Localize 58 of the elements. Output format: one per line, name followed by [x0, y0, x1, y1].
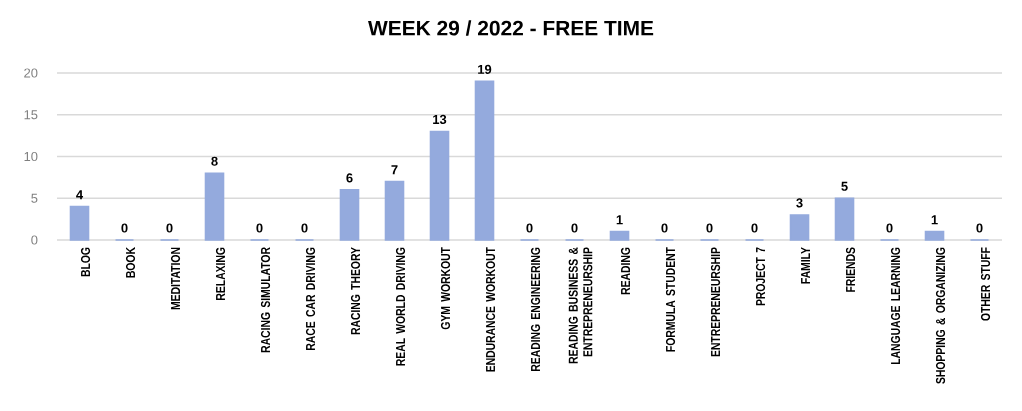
x-tick-label: FAMILY: [801, 247, 810, 284]
data-label: 0: [256, 223, 263, 233]
x-tick-label: READING ENGINEERING: [530, 247, 541, 371]
data-label: 0: [706, 223, 713, 233]
x-tick-label: FRIENDS: [845, 247, 856, 292]
data-label: 3: [796, 198, 803, 208]
data-label: 5: [841, 181, 848, 191]
data-label: 4: [76, 190, 84, 200]
x-tick-label: PROJECT 7: [755, 247, 766, 306]
bar: [609, 230, 630, 241]
data-label: 0: [121, 223, 128, 233]
x-tick-label: MEDITATION: [170, 247, 181, 310]
x-tick-label: READING BUSINESS & ENTREPRENEURSHIP: [568, 247, 593, 364]
x-tick-label: OTHER STUFF: [980, 247, 991, 321]
data-label: 0: [976, 223, 983, 233]
data-label: 1: [931, 215, 938, 225]
x-tick-label: RACING SIMULATOR: [260, 247, 271, 353]
x-tick-label: BOOK: [125, 247, 136, 278]
x-tick-label: RELAXING: [215, 247, 226, 300]
x-tick-label: GYM WORKOUT: [440, 247, 451, 330]
x-tick-label: LANGUAGE LEARNING: [890, 247, 901, 365]
data-label: 0: [301, 223, 308, 233]
bar: [789, 214, 810, 241]
bar: [69, 205, 90, 241]
x-tick-label: REAL WORLD DRIVING: [395, 247, 406, 366]
x-tick-label: ENDURANCE WORKOUT: [485, 247, 496, 372]
y-tick-label: 10: [24, 151, 38, 162]
data-label: 0: [571, 223, 578, 233]
y-tick-label: 5: [31, 193, 38, 203]
data-label: 0: [166, 223, 173, 233]
x-tick-label: BLOG: [80, 247, 91, 277]
bar: [204, 172, 225, 241]
bar: [339, 189, 360, 241]
chart-title: WEEK 29 / 2022 - FREE TIME: [368, 20, 654, 36]
x-tick-label: FORMULA STUDENT: [665, 247, 676, 352]
bar: [924, 230, 945, 241]
data-label: 8: [211, 156, 218, 166]
data-label: 0: [751, 223, 758, 233]
x-tick-label: RACING THEORY: [350, 247, 361, 335]
bar: [384, 180, 405, 241]
data-label: 0: [661, 223, 668, 233]
bar: [474, 80, 495, 241]
x-tick-label: READING: [620, 247, 631, 295]
data-label: 19: [478, 64, 492, 74]
x-tick-label: ENTREPRENEURSHIP: [710, 247, 721, 357]
data-label: 6: [346, 173, 353, 183]
y-tick-label: 20: [24, 68, 38, 78]
data-label: 0: [526, 223, 533, 233]
data-label: 0: [886, 223, 893, 233]
data-label: 13: [433, 114, 447, 125]
data-label: 7: [391, 165, 398, 175]
bar: [429, 130, 450, 241]
y-tick-label: 15: [24, 110, 38, 120]
bar: [834, 197, 855, 241]
x-tick-label: SHOPPING & ORGANIZING: [935, 247, 946, 384]
y-tick-label: 0: [31, 235, 38, 245]
data-label: 1: [616, 215, 623, 225]
x-tick-label: RACE CAR DRIVING: [305, 247, 316, 350]
